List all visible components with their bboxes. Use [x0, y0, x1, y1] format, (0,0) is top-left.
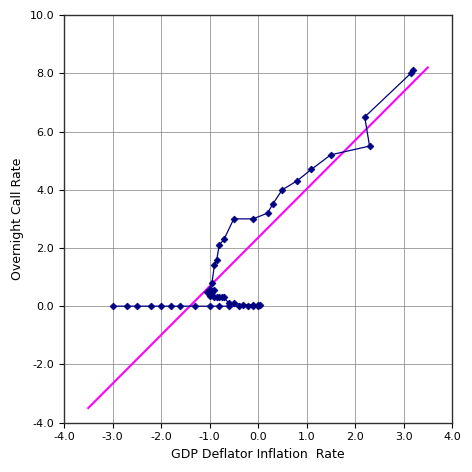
X-axis label: GDP Deflator Inflation  Rate: GDP Deflator Inflation Rate: [171, 448, 345, 461]
Y-axis label: Overnight Call Rate: Overnight Call Rate: [11, 158, 24, 280]
